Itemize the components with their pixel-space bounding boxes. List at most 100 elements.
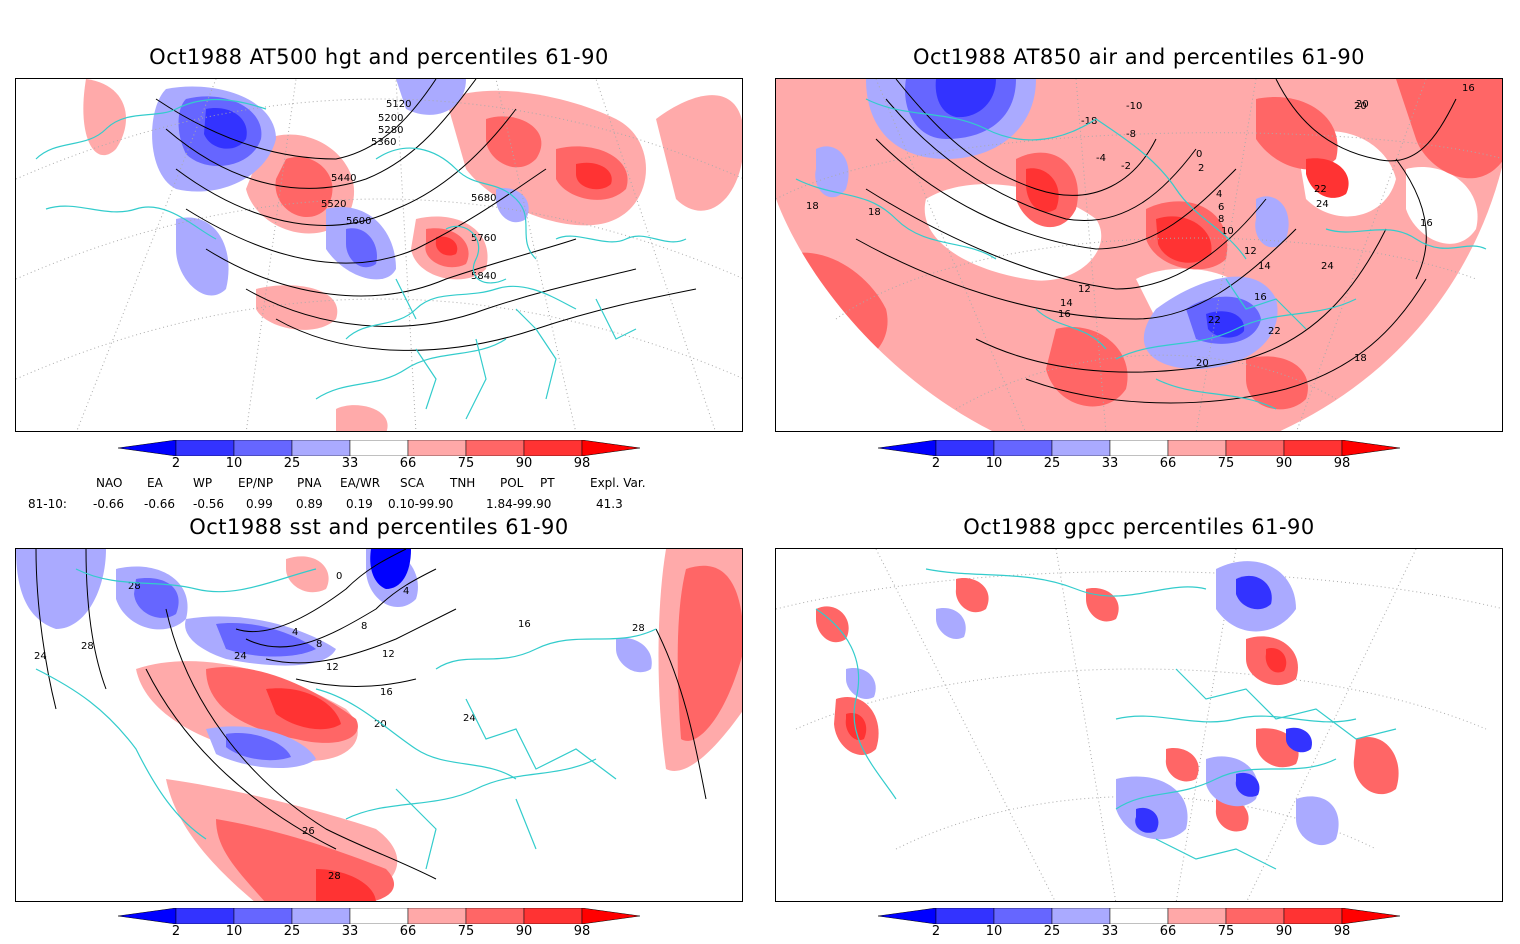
colorbar-label: 10: [225, 456, 243, 471]
contour-label: 8: [1218, 214, 1224, 225]
contour-label: -2: [1121, 161, 1131, 172]
contour-label: 12: [326, 662, 339, 673]
index-header: Expl. Var.: [590, 476, 646, 490]
contour-label: 0: [1196, 149, 1202, 160]
map-panel-air850: 16 20 -18 -10 -8 -4 -2 0 2 4 6 8 10 12 1…: [775, 78, 1503, 432]
colorbar-label: 75: [457, 924, 475, 939]
colorbar-label: 33: [341, 924, 359, 939]
colorbar-label: 98: [573, 456, 591, 471]
colorbar-label: 25: [283, 456, 301, 471]
colorbar-label: 90: [515, 924, 533, 939]
contour-label: 12: [1078, 284, 1091, 295]
contour-label: 16: [1420, 218, 1433, 229]
colorbar-label: 75: [457, 456, 475, 471]
colorbar-label: 66: [1159, 924, 1177, 939]
contour-label: 28: [328, 871, 341, 882]
contour-label: 22: [1268, 326, 1281, 337]
contour-label: 5520: [321, 199, 346, 210]
contour-label: 5680: [471, 193, 496, 204]
contour-label: 5600: [346, 216, 371, 227]
contour-label: 24: [463, 713, 476, 724]
map-panel-sst: 28 28 24 24 0 4 4 8 8 12 12 16 16 20 24 …: [15, 548, 743, 902]
colorbar-label: 10: [985, 456, 1003, 471]
colorbar-label: 90: [1275, 456, 1293, 471]
colorbar-label: 98: [573, 924, 591, 939]
colorbar-label: 2: [931, 924, 941, 939]
panel-title-air850: Oct1988 AT850 air and percentiles 61-90: [912, 45, 1366, 69]
contour-label: 22: [1208, 315, 1221, 326]
index-row-label: 81-10:: [28, 497, 67, 511]
contour-label: 24: [234, 651, 247, 662]
colorbar-label: 25: [1043, 456, 1061, 471]
colorbar-label: 2: [171, 924, 181, 939]
index-header: TNH: [450, 476, 476, 490]
index-value: -0.66: [144, 497, 176, 511]
contour-label: 4: [1216, 189, 1222, 200]
colorbar-gpcc: 2 10 25 33 66 75 90 98: [878, 908, 1408, 944]
panel-title-sst: Oct1988 sst and percentiles 61-90: [189, 515, 569, 539]
contour-label: -8: [1126, 129, 1136, 140]
colorbar-label: 33: [341, 456, 359, 471]
index-value: 41.3: [596, 497, 623, 511]
contour-label: 18: [1354, 353, 1367, 364]
colorbar-hgt500: 2 10 25 33 66 75 90 98: [118, 440, 648, 476]
colorbar-label: 90: [515, 456, 533, 471]
contour-label: 14: [1060, 298, 1073, 309]
contour-label: 20: [1196, 358, 1209, 369]
colorbar-label: 98: [1333, 924, 1351, 939]
map-panel-hgt500: 5120 5200 5280 5360 5440 5520 5600 5680 …: [15, 78, 743, 432]
index-header: EP/NP: [238, 476, 274, 490]
colorbar-label: 90: [1275, 924, 1293, 939]
colorbar-label: 98: [1333, 456, 1351, 471]
contour-label: 14: [1258, 261, 1271, 272]
contour-label: 16: [1462, 83, 1475, 94]
colorbar-label: 2: [931, 456, 941, 471]
contour-label: 5840: [471, 271, 496, 282]
colorbar-label: 2: [171, 456, 181, 471]
index-value: 0.89: [296, 497, 323, 511]
contour-label: 2: [1198, 163, 1204, 174]
contour-label: 24: [1321, 261, 1334, 272]
colorbar-sst: 2 10 25 33 66 75 90 98: [118, 908, 648, 944]
contour-label: -18: [1081, 116, 1097, 127]
map-panel-gpcc: [775, 548, 1503, 902]
colorbar-label: 10: [985, 924, 1003, 939]
contour-label: 5200: [378, 113, 403, 124]
contour-label: 24: [1316, 199, 1329, 210]
contour-label: 20: [1354, 101, 1367, 112]
index-value: 1.84-99.90: [486, 497, 552, 511]
index-value: 0.10-99.90: [388, 497, 454, 511]
contour-label: 22: [1314, 184, 1327, 195]
contour-label: 0: [336, 571, 342, 582]
index-value: 0.19: [346, 497, 373, 511]
index-value: -0.56: [193, 497, 225, 511]
index-values-row: 81-10: -0.66 -0.66 -0.56 0.99 0.89 0.19 …: [0, 497, 760, 513]
contour-label: 18: [868, 207, 881, 218]
index-header-row: NAO EA WP EP/NP PNA EA/WR SCA TNH POL PT…: [0, 476, 760, 492]
index-header: NAO: [96, 476, 123, 490]
colorbar-label: 10: [225, 924, 243, 939]
index-header: PT: [540, 476, 555, 490]
contour-label: 16: [380, 687, 393, 698]
contour-label: 12: [382, 649, 395, 660]
index-header: EA: [147, 476, 163, 490]
contour-label: 4: [403, 586, 409, 597]
contour-label: -10: [1126, 101, 1142, 112]
index-value: 0.99: [246, 497, 273, 511]
contour-label: 16: [518, 619, 531, 630]
colorbar-label: 75: [1217, 924, 1235, 939]
colorbar-label: 33: [1101, 924, 1119, 939]
panel-title-gpcc: Oct1988 gpcc percentiles 61-90: [963, 515, 1315, 539]
colorbar-air850: 2 10 25 33 66 75 90 98: [878, 440, 1408, 476]
contour-label: 5280: [378, 125, 403, 136]
index-header: WP: [193, 476, 213, 490]
index-header: POL: [500, 476, 524, 490]
contour-label: 5760: [471, 233, 496, 244]
contour-label: 16: [1058, 309, 1071, 320]
contour-label: 28: [128, 581, 141, 592]
contour-label: 18: [806, 201, 819, 212]
contour-label: 28: [81, 641, 94, 652]
index-value: -0.66: [93, 497, 125, 511]
colorbar-label: 33: [1101, 456, 1119, 471]
contour-label: 16: [1254, 292, 1267, 303]
